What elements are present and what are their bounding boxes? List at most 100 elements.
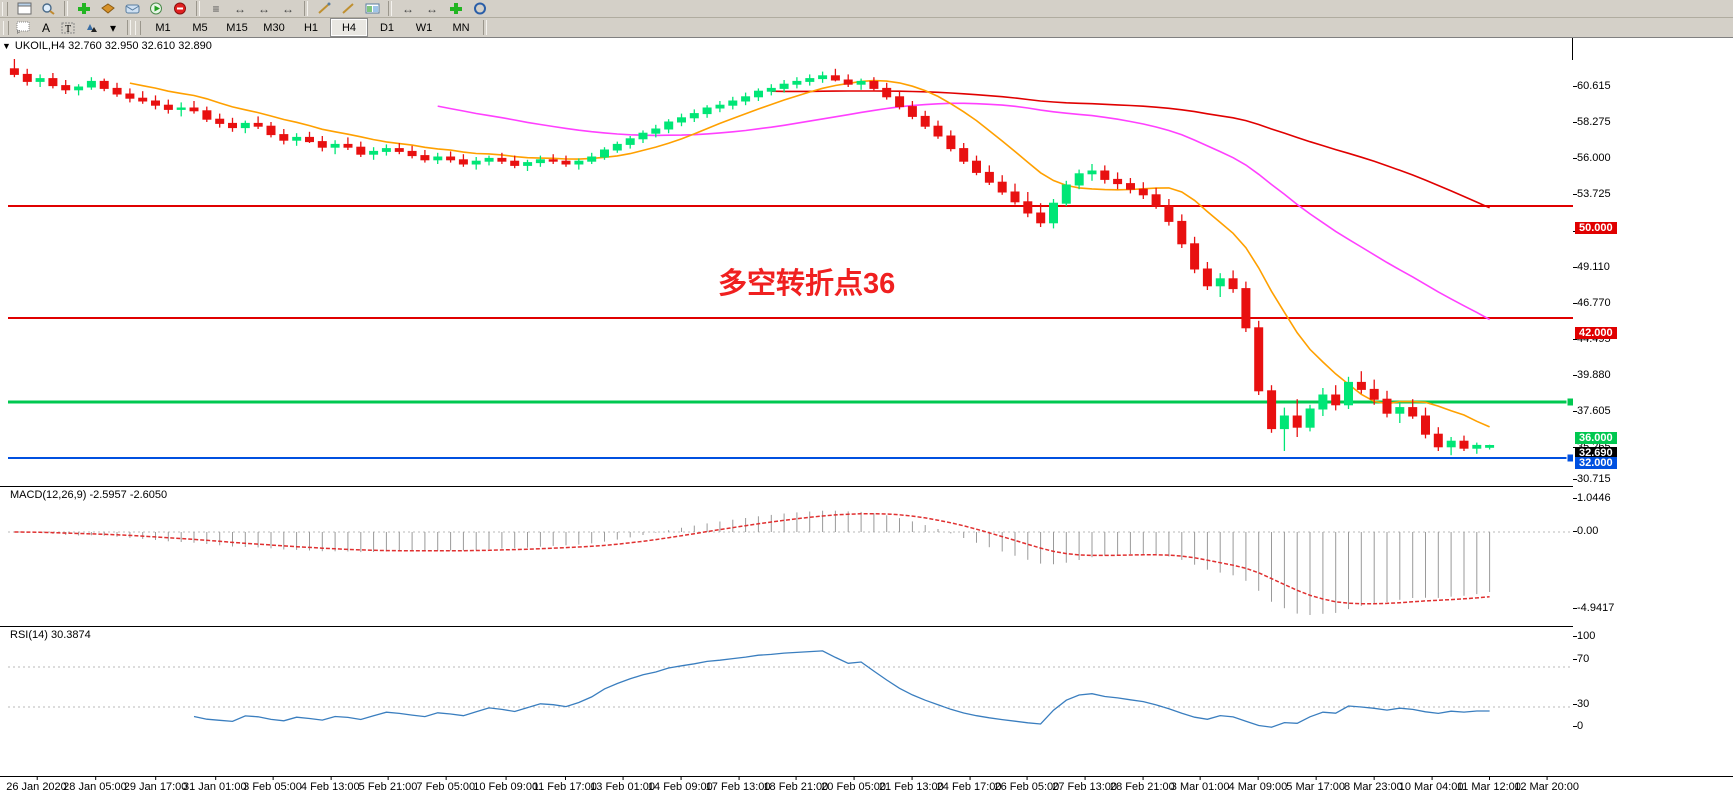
time-axis[interactable]: 26 Jan 2020 28 Jan 05:00 29 Jan 17:00 31 Ja… [0, 776, 1733, 799]
timeframe-h4[interactable]: H4 [330, 18, 368, 37]
rsi-plot[interactable] [8, 627, 1573, 776]
time-tick-label: 7 Feb 05:00 [416, 776, 476, 793]
time-tick-label: 10 Mar 04:00 [1398, 776, 1464, 793]
time-tick-label: 28 Jan 05:00 [63, 776, 127, 793]
toolbar-separator [64, 1, 68, 16]
refresh-icon[interactable] [469, 1, 491, 17]
time-tick-label: 24 Feb 17:00 [936, 776, 1002, 793]
text-tool-icon[interactable]: T [57, 20, 79, 36]
macd-label: MACD(12,26,9) -2.5957 -2.6050 [10, 489, 168, 501]
cursor-icon[interactable] [337, 1, 359, 17]
macd-tick: 0.00 [1572, 525, 1599, 537]
time-tick-label: 29 Jan 17:00 [123, 776, 188, 793]
timeframe-m1[interactable]: M1 [155, 21, 171, 34]
time-tick-label: 13 Feb 01:00 [590, 776, 656, 793]
time-tick-label: 11 Mar 12:00 [1456, 776, 1521, 793]
macd-tick: -4.9417 [1572, 602, 1615, 614]
price-marker-label[interactable]: 32.690 [1575, 447, 1617, 459]
price-plot[interactable] [8, 38, 1573, 486]
timeframe-m15[interactable]: M15 [226, 21, 248, 34]
time-tick-label: 5 Mar 17:00 [1286, 776, 1345, 793]
rsi-series [8, 650, 1573, 728]
tools-toolbar[interactable]: F A T ▾ M1 M5 M15 M30 H1 H4 D1 W1 MN [0, 18, 1733, 38]
cursor-tool-button[interactable]: A [41, 20, 50, 35]
price-scale[interactable]: 60.61558.27556.00053.72551.38549.11046.7… [1572, 38, 1733, 776]
price-tick: 39.880 [1573, 369, 1611, 381]
price-tick: 58.275 [1573, 116, 1611, 128]
chart-annotation: 多空转折点36 [718, 268, 896, 300]
toolbar-grip[interactable] [2, 1, 8, 16]
rsi-tick: 30 [1572, 698, 1590, 710]
crosshair-icon[interactable] [313, 1, 335, 17]
time-tick-label: 27 Feb 13:00 [1052, 776, 1118, 793]
price-pane[interactable]: ▼ UKOIL,H4 32.760 32.950 32.610 32.890 多… [0, 38, 1733, 486]
timeframe-grip[interactable] [135, 20, 141, 35]
stop-icon[interactable] [169, 1, 191, 17]
macd-plot[interactable] [8, 487, 1573, 626]
indicator-add-icon[interactable] [445, 1, 467, 17]
time-tick-label: 14 Feb 09:00 [647, 776, 713, 793]
shapes-tool-icon[interactable] [80, 20, 102, 36]
chart-collapse-icon[interactable]: ▼ [2, 41, 11, 51]
toolbar-separator-3 [304, 1, 308, 16]
zoom-in-icon[interactable]: ↔ [234, 1, 246, 16]
data-window-icon[interactable] [361, 1, 383, 17]
chart-header-label: UKOIL,H4 32.760 32.950 32.610 32.890 [14, 40, 212, 52]
macd-series [8, 510, 1573, 615]
list-icon[interactable]: ≡ [212, 1, 220, 16]
timeframe-w1[interactable]: W1 [415, 21, 433, 34]
price-marker-label[interactable]: 42.000 [1575, 327, 1617, 339]
zoom-icon[interactable] [37, 1, 59, 17]
time-tick-label: 4 Feb 13:00 [300, 776, 360, 793]
rsi-label: RSI(14) 30.3874 [10, 629, 91, 641]
tools-separator-2 [483, 20, 487, 35]
time-tick-label: 26 Jan 2020 [6, 776, 67, 793]
time-tick-label: 17 Feb 13:00 [705, 776, 771, 793]
new-chart-icon[interactable] [13, 1, 35, 17]
svg-text:T: T [65, 24, 71, 35]
time-tick-label: 12 Mar 20:00 [1514, 776, 1580, 793]
price-marker-label[interactable]: 32.000 [1575, 457, 1617, 469]
mailbox-icon[interactable] [121, 1, 143, 17]
shapes-dropdown-icon[interactable]: ▾ [109, 20, 117, 35]
time-tick-label: 5 Feb 21:00 [358, 776, 418, 793]
macd-pane[interactable]: MACD(12,26,9) -2.5957 -2.6050 [0, 486, 1733, 626]
autotrading-icon[interactable] [145, 1, 167, 17]
time-tick-label: 11 Feb 17:00 [532, 776, 597, 793]
timeframe-m30[interactable]: M30 [263, 21, 285, 34]
timeframe-h1[interactable]: H1 [303, 21, 319, 34]
grid-icon[interactable]: F [13, 20, 35, 36]
timeframe-m5[interactable]: M5 [192, 21, 208, 34]
zoom-out-icon[interactable]: ↔ [258, 1, 270, 16]
expert-advisor-icon[interactable] [97, 1, 119, 17]
timeframe-mn[interactable]: MN [452, 21, 470, 34]
rsi-tick: 70 [1572, 653, 1590, 665]
rsi-pane[interactable]: RSI(14) 30.3874 [0, 626, 1733, 776]
rsi-tick: 0 [1572, 720, 1584, 732]
candle-chart-icon[interactable]: ↔ [426, 1, 438, 16]
time-tick-label: 20 Feb 05:00 [821, 776, 887, 793]
timeframe-d1[interactable]: D1 [379, 21, 395, 34]
bar-chart-icon[interactable]: ↔ [402, 1, 414, 16]
time-tick-label: 21 Feb 13:00 [878, 776, 944, 793]
time-tick-label: 18 Feb 21:00 [763, 776, 829, 793]
price-tick: 56.000 [1573, 152, 1611, 164]
chart-area[interactable]: ▼ UKOIL,H4 32.760 32.950 32.610 32.890 多… [0, 38, 1733, 799]
tools-grip[interactable] [3, 20, 9, 35]
rsi-tick: 100 [1572, 630, 1596, 642]
price-candles [8, 59, 1573, 463]
shift-icon[interactable]: ↔ [282, 1, 294, 16]
toolbar-separator-2 [196, 1, 200, 16]
main-toolbar[interactable]: ≡ ↔ ↔ ↔ ↔ ↔ [0, 0, 1733, 18]
price-marker-label[interactable]: 50.000 [1575, 222, 1617, 234]
price-tick: 37.605 [1573, 405, 1611, 417]
tools-separator [127, 20, 131, 35]
price-tick: 46.770 [1573, 297, 1611, 309]
price-scale-divider [1572, 38, 1573, 60]
time-tick-label: 28 Feb 21:00 [1109, 776, 1175, 793]
price-marker-label[interactable]: 36.000 [1575, 432, 1617, 444]
price-tick: 60.615 [1573, 80, 1611, 92]
macd-tick: 1.0446 [1573, 492, 1611, 504]
add-indicator-icon[interactable] [73, 1, 95, 17]
time-tick-label: 3 Mar 01:00 [1170, 776, 1230, 793]
